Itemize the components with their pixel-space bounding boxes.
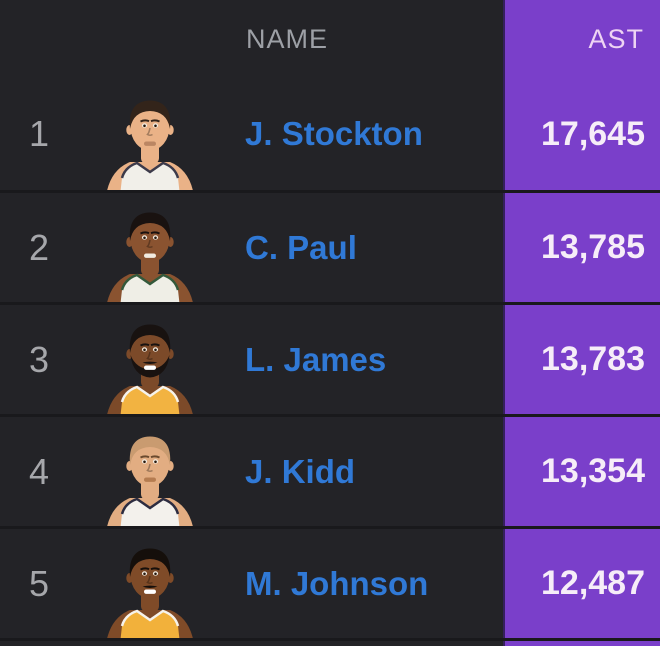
jersey-trim [120, 609, 180, 627]
ast-value: 13,354 [503, 417, 660, 526]
ast-value: 13,785 [503, 193, 660, 302]
rank-label: 4 [28, 450, 50, 492]
player-name-link[interactable]: J. Kidd [245, 452, 356, 490]
eyebrows [140, 343, 160, 347]
table-row[interactable]: 5 M. Johnson 12 [0, 526, 660, 638]
pupil-right [154, 348, 157, 352]
jersey-trim [120, 273, 180, 291]
player-avatar [100, 92, 200, 190]
mustache-shape [142, 585, 158, 589]
hair-shape [129, 436, 171, 465]
table-row[interactable]: 1 J. Stockton 1 [0, 78, 660, 190]
eyebrows [140, 567, 160, 571]
player-portrait-icon [107, 212, 193, 302]
column-header-ast[interactable]: AST [503, 0, 660, 78]
nose-line [146, 239, 153, 249]
mouth-shape [144, 589, 156, 594]
player-avatar [100, 204, 200, 302]
nose-line [146, 127, 153, 137]
player-portrait-icon [107, 324, 193, 414]
jersey-trim [120, 161, 180, 179]
table-row[interactable]: 4 J. Kidd 13,35 [0, 414, 660, 526]
rank-label: 3 [28, 338, 50, 380]
eyebrows [140, 119, 160, 123]
table-header-row: NAME AST [0, 0, 660, 78]
eyebrows [140, 455, 160, 459]
jersey-shape [120, 275, 180, 302]
player-avatar [100, 540, 200, 638]
pupil-left [143, 124, 146, 128]
pupil-left [143, 460, 146, 464]
ast-value: 12,487 [503, 529, 660, 638]
player-portrait-icon [107, 436, 193, 526]
ast-value: 13,783 [503, 305, 660, 414]
eyebrows [140, 231, 160, 235]
jersey-shape [120, 163, 180, 190]
nose-line [146, 463, 153, 473]
pupil-left [143, 236, 146, 240]
player-avatar [100, 316, 200, 414]
rank-label: 5 [28, 562, 50, 604]
pupil-right [154, 236, 157, 240]
rank-label: 2 [28, 226, 50, 268]
player-name-link[interactable]: M. Johnson [245, 564, 429, 602]
jersey-trim [120, 385, 180, 403]
rank-label: 1 [28, 113, 50, 154]
column-header-name[interactable]: NAME [246, 24, 329, 54]
beard-shape [130, 355, 170, 378]
table-row[interactable]: 2 C. Paul 13,78 [0, 190, 660, 302]
pupil-right [154, 572, 157, 576]
table-row-partial [0, 638, 660, 646]
head-shape [130, 103, 170, 151]
head-shape [130, 551, 170, 599]
player-name-link[interactable]: J. Stockton [245, 115, 423, 152]
pupil-right [154, 124, 157, 128]
player-portrait-icon [107, 100, 193, 190]
table-row[interactable]: 3 L. James 13,7 [0, 302, 660, 414]
ast-value: 17,645 [503, 78, 660, 190]
player-name-link[interactable]: C. Paul [245, 228, 357, 266]
mouth-shape [144, 253, 156, 258]
pupil-right [154, 460, 157, 464]
hair-shape [129, 324, 171, 353]
nose-line [146, 351, 153, 361]
nose-line [146, 575, 153, 585]
hair-shape [129, 212, 171, 241]
jersey-shape [120, 499, 180, 526]
head-shape [130, 215, 170, 263]
jersey-shape [120, 611, 180, 638]
mouth-shape [144, 141, 156, 146]
jersey-shape [120, 387, 180, 414]
ast-cell-partial [503, 641, 660, 646]
hair-shape [129, 548, 171, 577]
hair-shape [129, 100, 171, 129]
head-shape [130, 327, 170, 375]
mouth-shape [144, 477, 156, 482]
player-avatar [100, 428, 200, 526]
mouth-shape [144, 365, 156, 370]
mustache-shape [142, 361, 158, 365]
pupil-left [143, 348, 146, 352]
jersey-trim [120, 497, 180, 515]
pupil-left [143, 572, 146, 576]
player-name-link[interactable]: L. James [245, 340, 387, 378]
head-shape [130, 439, 170, 487]
player-portrait-icon [107, 548, 193, 638]
